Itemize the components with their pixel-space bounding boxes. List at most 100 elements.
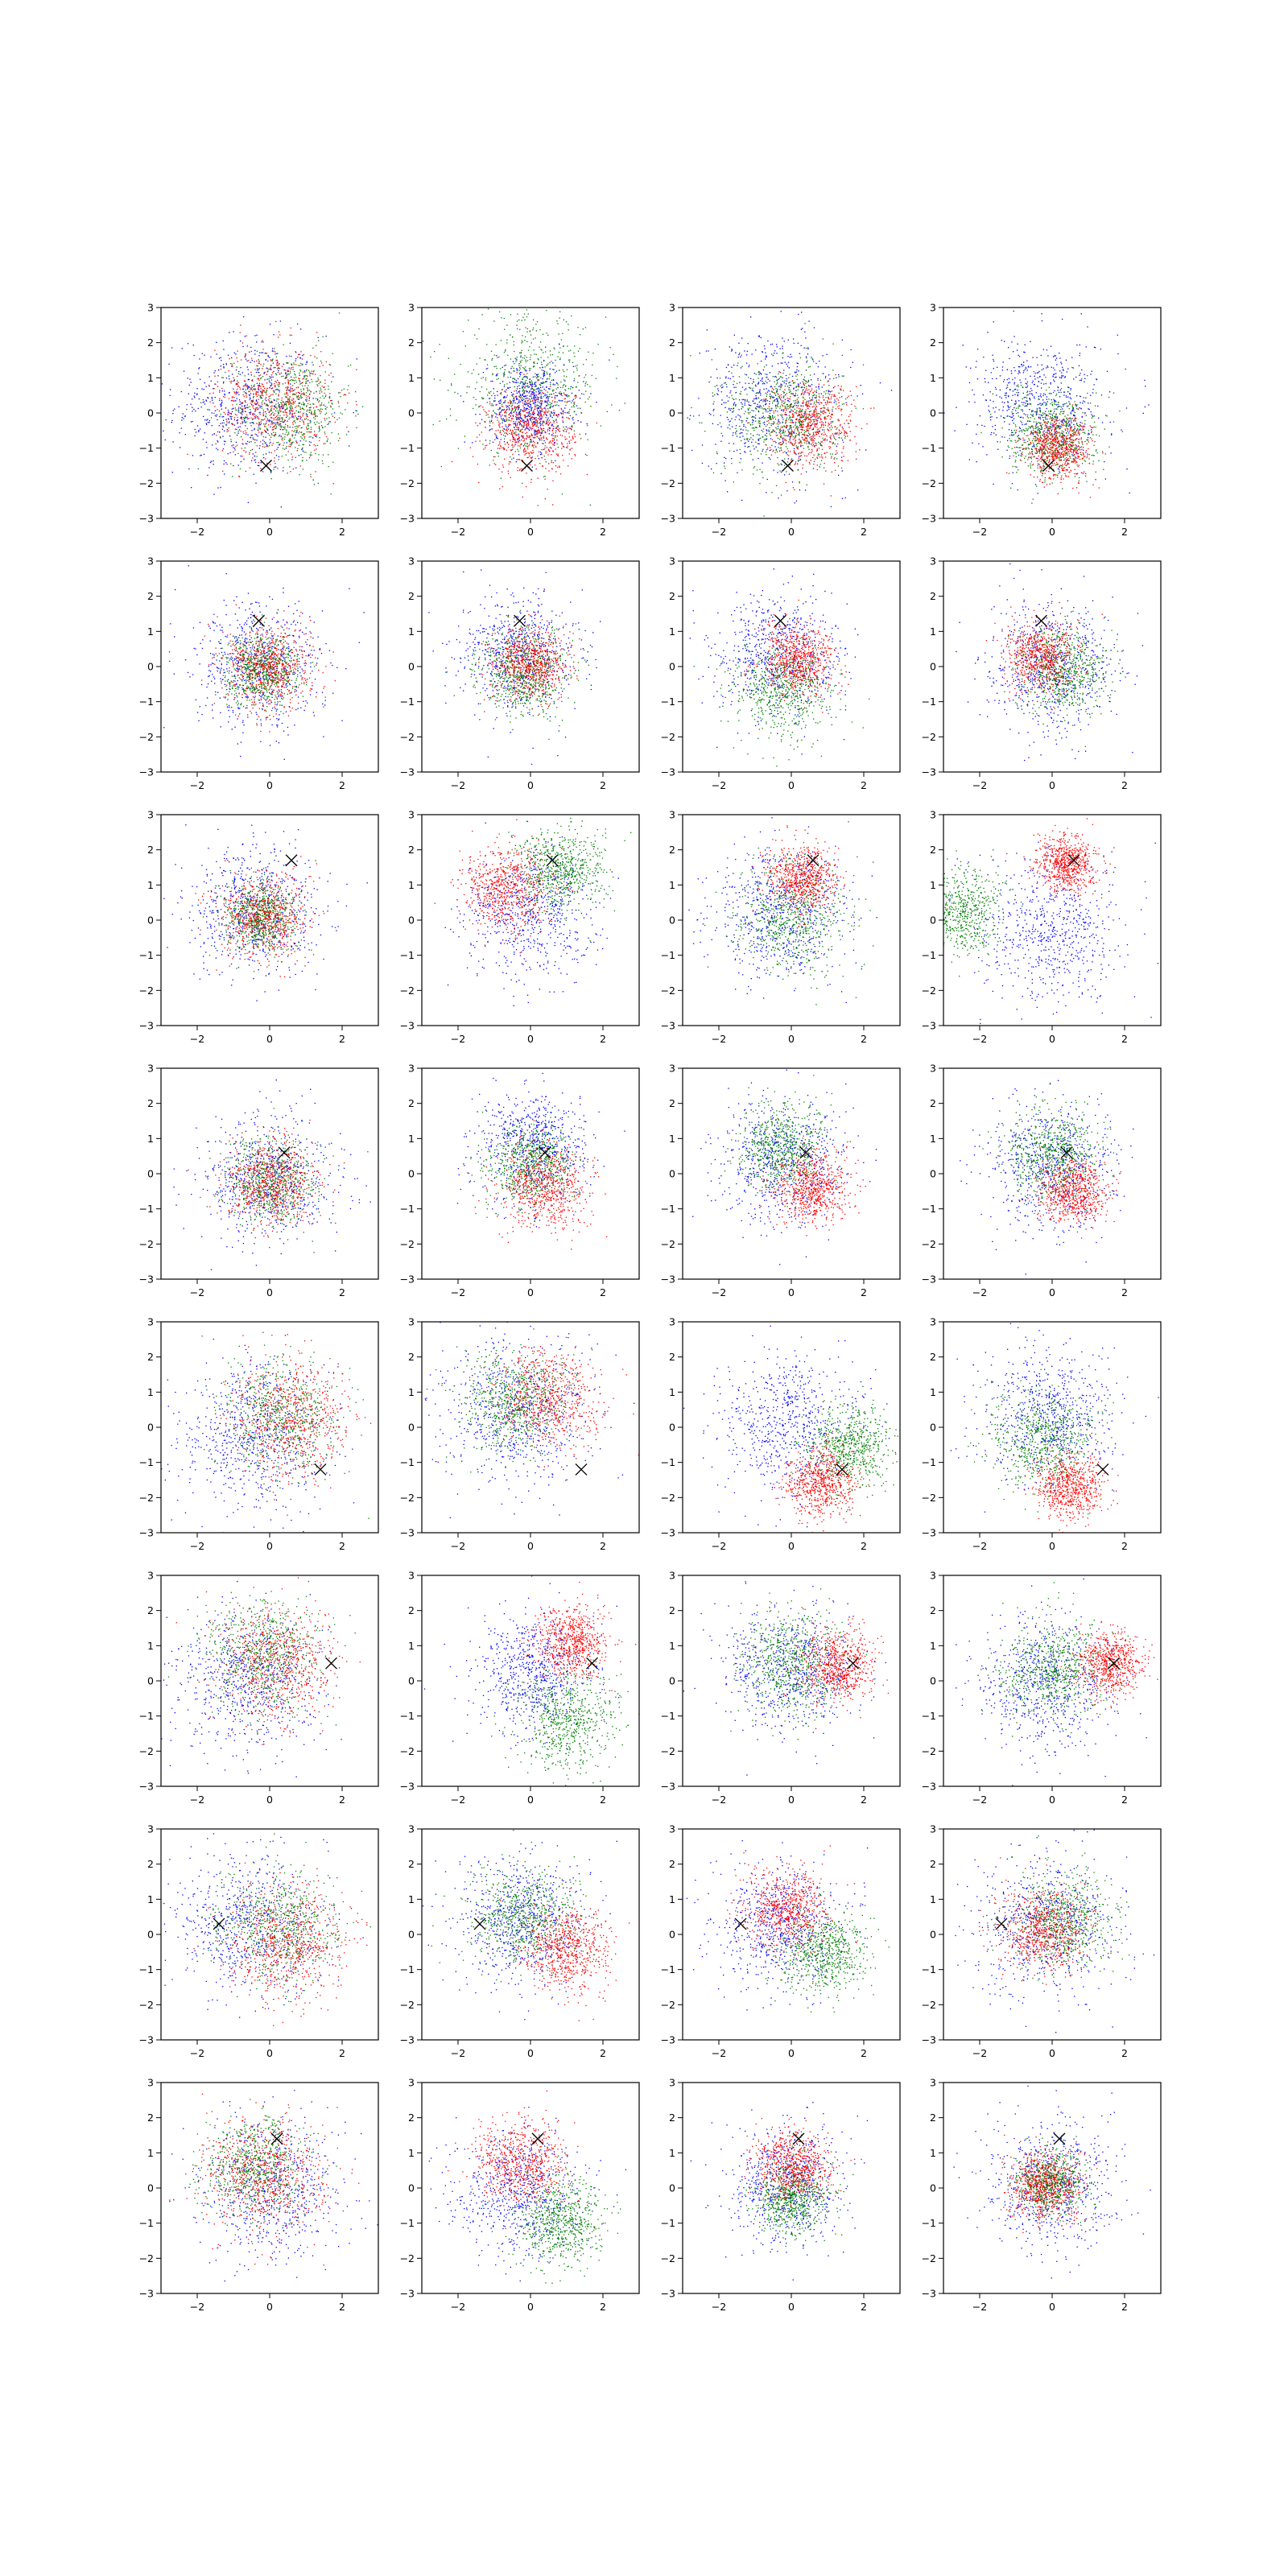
scatter-point [259,412,260,413]
scatter-point [782,401,783,402]
scatter-point [288,433,289,434]
scatter-point [302,355,303,356]
scatter-point [540,423,541,424]
scatter-point [298,412,299,413]
scatter-point [182,348,183,349]
scatter-point [776,428,777,429]
scatter-point [716,385,717,386]
scatter-point [282,366,283,367]
scatter-point [491,395,492,396]
scatter-point [317,416,318,417]
scatter-point [293,398,294,399]
scatter-point [334,417,335,418]
scatter-point [219,431,220,432]
scatter-point [254,353,255,354]
scatter-point [255,408,256,409]
scatter-point [545,390,546,391]
y-tick-label: −2 [139,477,154,489]
scatter-point [235,407,236,408]
scatter-point [552,504,553,505]
scatter-point [525,443,526,444]
scatter-point [687,417,688,418]
scatter-point [580,412,581,413]
scatter-point [290,335,291,336]
scatter-point [454,392,455,393]
scatter-point [204,419,205,420]
scatter-point [517,328,518,329]
scatter-point [538,380,539,381]
scatter-point [540,341,541,342]
scatter-point [255,415,256,416]
y-tick-label: −1 [400,442,415,454]
scatter-point [519,440,520,441]
scatter-point [312,403,313,404]
scatter-point [590,505,591,506]
scatter-point [465,345,466,346]
scatter-point [318,409,319,410]
scatter-point [220,437,221,438]
scatter-point [244,418,245,419]
scatter-point [716,453,717,454]
scatter-point [280,320,281,321]
scatter-point [771,408,772,409]
scatter-point [762,451,763,452]
scatter-point [504,365,505,366]
scatter-point [185,415,186,416]
scatter-point [487,394,488,395]
scatter-point [526,395,527,396]
scatter-point [747,351,748,352]
scatter-point [798,397,799,398]
scatter-point [567,396,568,397]
scatter-point [587,425,588,426]
scatter-point [721,399,722,400]
scatter-point [272,359,273,360]
scatter-point [572,419,573,420]
scatter-point [758,420,759,421]
scatter-point [296,393,297,394]
scatter-point [566,417,567,418]
scatter-point [577,327,578,328]
scatter-point [742,387,743,388]
scatter-point [526,398,527,399]
scatter-point [274,426,275,427]
scatter-point [265,372,266,373]
scatter-point [242,372,243,373]
scatter-point [759,435,760,436]
scatter-point [303,422,304,423]
scatter-point [327,440,328,441]
scatter-point [286,417,287,418]
scatter-point [215,384,216,385]
scatter-point [274,351,275,352]
scatter-point [243,433,244,434]
scatter-point [782,357,783,358]
scatter-point [513,437,514,438]
scatter-point [558,384,559,385]
scatter-point [541,396,542,397]
scatter-point [303,376,304,377]
scatter-point [531,407,532,408]
scatter-point [768,390,769,391]
scatter-point [270,414,271,415]
scatter-point [736,425,737,426]
scatter-point [483,448,484,449]
scatter-point [777,389,778,390]
scatter-point [171,420,172,421]
scatter-point [511,459,512,460]
scatter-point [611,404,612,405]
scatter-point [546,423,547,424]
scatter-point [542,431,543,432]
scatter-point [564,412,565,413]
scatter-point [800,382,801,383]
scatter-point [269,443,270,444]
scatter-point [203,439,204,440]
scatter-point [568,360,569,361]
scatter-point [539,410,540,411]
scatter-point [258,425,259,426]
scatter-point [166,419,167,420]
scatter-point [762,431,763,432]
scatter-point [235,414,236,415]
scatter-point [825,366,826,367]
scatter-point [766,382,767,383]
scatter-point [839,437,840,438]
scatter-point [320,411,321,412]
